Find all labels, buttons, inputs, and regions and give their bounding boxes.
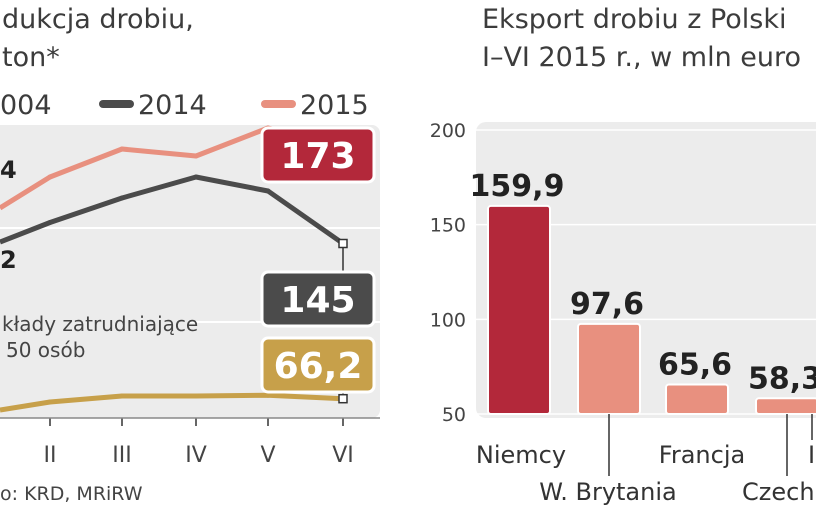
line-x-axis: II III IV V VI xyxy=(0,417,380,468)
bar-niemcy xyxy=(487,204,551,415)
callout-box xyxy=(260,270,376,328)
plot-note-line1: kłady zatrudniające xyxy=(2,312,198,336)
production-legend: 004 2014 2015 xyxy=(0,90,369,121)
bar-value-label: 58,3 xyxy=(748,361,816,396)
callout-2014: 145 xyxy=(260,238,376,328)
bar-y-axis: 50 100 150 200 xyxy=(430,120,466,426)
bar-series: 159,9 97,6 65,6 58,3 xyxy=(470,169,816,415)
callout-value: 173 xyxy=(280,136,355,177)
callout-value: 66,2 xyxy=(274,346,363,387)
line-point xyxy=(47,399,53,405)
line-series-004 xyxy=(0,392,344,413)
bar-value-label: 65,6 xyxy=(658,347,732,382)
line-point xyxy=(265,392,271,398)
bar-category-label: Czech xyxy=(742,478,815,506)
line-point xyxy=(193,393,199,399)
bar-czech xyxy=(755,397,816,415)
y-tick-label: 50 xyxy=(442,404,466,426)
bar-categories: Niemcy W. Brytania Francja Czech xyxy=(476,414,815,506)
source-note: o: KRD, MRiRW xyxy=(0,483,143,505)
x-tick-label: IV xyxy=(185,443,207,468)
callout-2015: 173 xyxy=(260,126,376,184)
x-tick-label: II xyxy=(44,443,57,468)
bar-category-label: W. Brytania xyxy=(539,478,676,506)
export-title-line2: I–VI 2015 r., w mln euro xyxy=(482,42,801,73)
x-tick-label: III xyxy=(112,443,131,468)
plot-note-line2: 50 osób xyxy=(6,338,85,362)
production-chart: dukcja drobiu, ton* 004 2014 2015 4 2 kł… xyxy=(0,4,380,505)
edge-value-label-top: 4 xyxy=(0,156,17,184)
legend-label-2014: 2014 xyxy=(138,90,207,121)
y-tick-label: 150 xyxy=(430,215,466,237)
line-point xyxy=(193,174,199,180)
export-plot-area xyxy=(476,122,816,418)
line-point xyxy=(265,188,271,194)
bar-category-label: Niemcy xyxy=(476,441,566,469)
bar-category-fragment: I xyxy=(808,441,815,469)
callout-value: 145 xyxy=(280,280,355,321)
export-chart: Eksport drobiu z Polski I–VI 2015 r., w … xyxy=(430,4,816,506)
bar-value-label: 97,6 xyxy=(570,287,644,322)
line-series-2014 xyxy=(0,174,345,246)
callout-group: 173 145 66,2 xyxy=(260,126,376,404)
callout-marker xyxy=(338,393,348,404)
production-title-line1: dukcja drobiu, xyxy=(2,4,194,35)
line-point xyxy=(119,146,125,152)
line-point xyxy=(119,393,125,399)
bar-francja xyxy=(665,383,729,415)
callout-box xyxy=(260,336,376,394)
line-point xyxy=(47,174,53,180)
export-title-line1: Eksport drobiu z Polski xyxy=(482,4,787,35)
legend-label-2004: 004 xyxy=(0,90,52,121)
line-point xyxy=(47,220,53,225)
x-tick-label: VI xyxy=(332,443,354,468)
bar-category-label: Francja xyxy=(659,441,745,469)
line-point xyxy=(119,195,125,201)
edge-value-label-bottom: 2 xyxy=(0,246,17,274)
y-tick-label: 100 xyxy=(430,309,466,331)
line-point xyxy=(193,153,199,159)
production-title-line2: ton* xyxy=(2,42,60,73)
bar-value-label: 159,9 xyxy=(470,169,565,204)
bar-wbrytania xyxy=(577,322,641,415)
callout-marker xyxy=(338,238,348,249)
y-tick-label: 200 xyxy=(430,120,466,142)
callout-004: 66,2 xyxy=(260,336,376,404)
callout-box xyxy=(260,126,376,184)
x-tick-label: V xyxy=(260,443,275,468)
legend-label-2015: 2015 xyxy=(300,90,369,121)
